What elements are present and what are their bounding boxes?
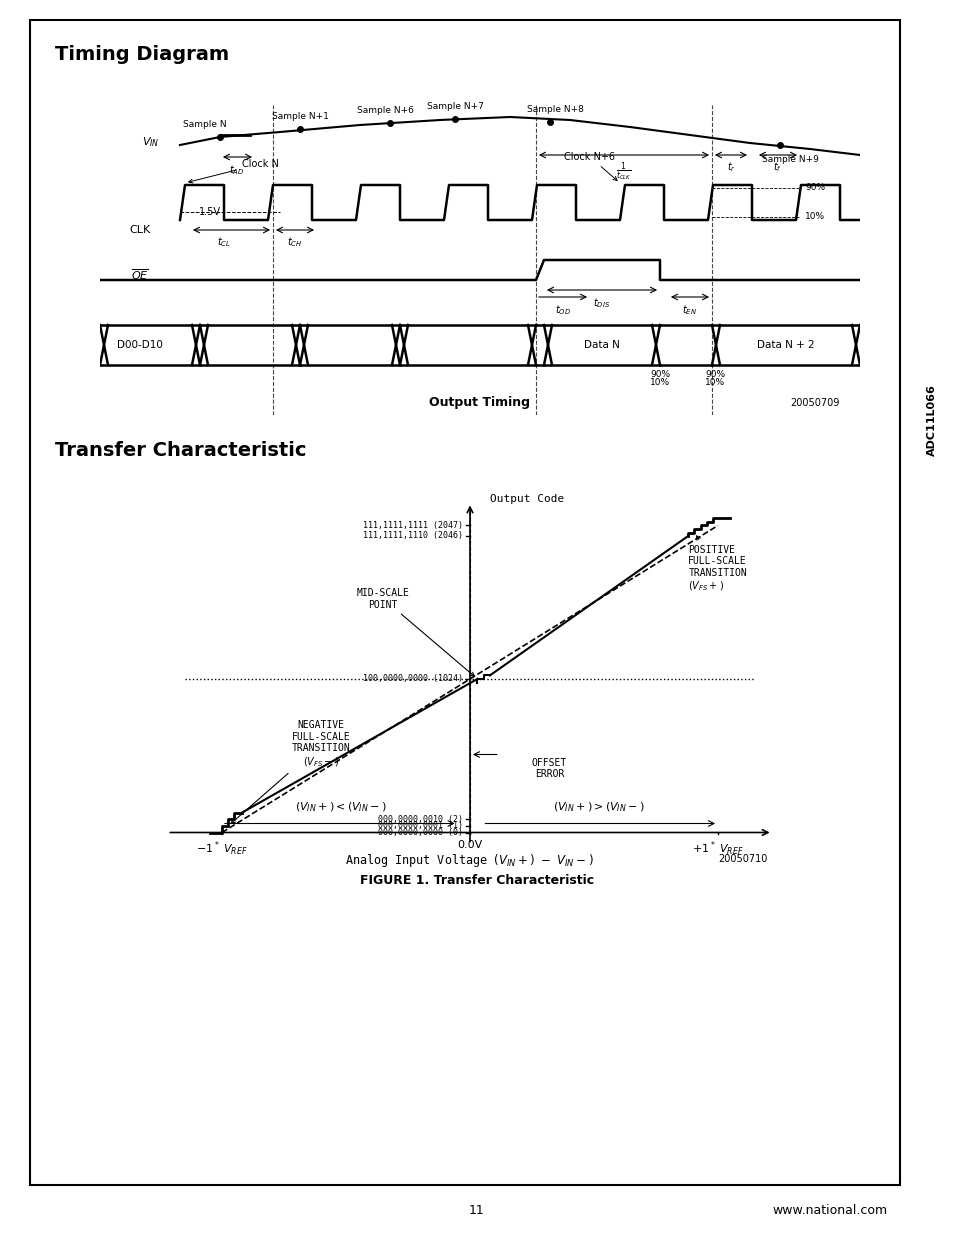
Text: $V_{IN}$: $V_{IN}$	[142, 135, 160, 149]
Text: OFFSET
ERROR: OFFSET ERROR	[531, 757, 566, 779]
Text: $(V_{IN}+) > (V_{IN}-)$: $(V_{IN}+) > (V_{IN}-)$	[553, 802, 644, 815]
Text: 10%: 10%	[804, 212, 824, 221]
Text: 000,0000,0001 (1): 000,0000,0001 (1)	[377, 821, 462, 830]
Text: Sample N+6: Sample N+6	[356, 106, 413, 115]
Text: NEGATIVE
FULL-SCALE
TRANSITION
$(V_{FS}-)$: NEGATIVE FULL-SCALE TRANSITION $(V_{FS}-…	[231, 720, 350, 824]
Text: $t_{OD}$: $t_{OD}$	[555, 303, 571, 317]
Text: Output Timing: Output Timing	[429, 396, 530, 410]
Text: 11: 11	[469, 1203, 484, 1216]
Text: $t_f$: $t_f$	[773, 161, 781, 174]
Text: Clock N: Clock N	[189, 159, 278, 183]
Text: 111,1111,1111 (2047): 111,1111,1111 (2047)	[362, 521, 462, 530]
Text: $\overline{OE}$: $\overline{OE}$	[131, 268, 149, 283]
Text: 000,0000,0000 (0): 000,0000,0000 (0)	[377, 827, 462, 837]
Text: 20050710: 20050710	[718, 853, 767, 863]
Text: Clock N+6: Clock N+6	[564, 152, 617, 180]
Text: $t_{CL}$: $t_{CL}$	[216, 235, 231, 248]
Text: Transfer Characteristic: Transfer Characteristic	[55, 441, 306, 459]
Text: CLK: CLK	[130, 225, 151, 235]
Text: Sample N: Sample N	[183, 120, 227, 128]
Text: Sample N+9: Sample N+9	[760, 156, 818, 164]
Text: $(V_{IN}+) < (V_{IN}-)$: $(V_{IN}+) < (V_{IN}-)$	[295, 802, 386, 815]
Text: FIGURE 1. Transfer Characteristic: FIGURE 1. Transfer Characteristic	[359, 873, 594, 887]
Text: $t_{CH}$: $t_{CH}$	[287, 235, 302, 248]
Text: 1.5V: 1.5V	[199, 207, 221, 217]
Text: Timing Diagram: Timing Diagram	[55, 46, 229, 64]
Text: Output Code: Output Code	[489, 494, 563, 505]
Text: 20050709: 20050709	[790, 398, 840, 408]
Text: 111,1111,1110 (2046): 111,1111,1110 (2046)	[362, 531, 462, 541]
Text: Sample N+8: Sample N+8	[526, 105, 583, 114]
Text: $-1^*\ V_{REF}$: $-1^*\ V_{REF}$	[196, 840, 248, 858]
Text: $t_{DIS}$: $t_{DIS}$	[593, 296, 610, 310]
Text: $t_{EN}$: $t_{EN}$	[681, 303, 697, 317]
Text: $\frac{1}{t_{CLK}}$: $\frac{1}{t_{CLK}}$	[616, 161, 631, 183]
Text: www.national.com: www.national.com	[772, 1203, 886, 1216]
Text: Analog Input Voltage $(V_{IN}+)\ -\ V_{IN}-$): Analog Input Voltage $(V_{IN}+)\ -\ V_{I…	[345, 852, 594, 869]
Text: Sample N+7: Sample N+7	[426, 103, 483, 111]
Text: $+1^*\ V_{REF}$: $+1^*\ V_{REF}$	[691, 840, 743, 858]
Text: 10%: 10%	[704, 378, 724, 387]
Text: 100,0000,0000 (1024): 100,0000,0000 (1024)	[362, 674, 462, 683]
Text: Sample N+1: Sample N+1	[272, 112, 328, 121]
Text: Data N + 2: Data N + 2	[757, 340, 814, 350]
Text: MID-SCALE
POINT: MID-SCALE POINT	[356, 588, 474, 677]
Text: POSITIVE
FULL-SCALE
TRANSITION
$(V_{FS}+)$: POSITIVE FULL-SCALE TRANSITION $(V_{FS}+…	[687, 536, 746, 593]
Text: 0.0V: 0.0V	[456, 840, 482, 850]
Text: 000,0000,0010 (2): 000,0000,0010 (2)	[377, 815, 462, 824]
Text: $t_r$: $t_r$	[726, 161, 735, 174]
Text: $t_{AD}$: $t_{AD}$	[229, 163, 244, 177]
Text: 90%: 90%	[704, 370, 724, 379]
Text: 90%: 90%	[649, 370, 669, 379]
Text: Data N: Data N	[583, 340, 619, 350]
Text: 10%: 10%	[649, 378, 669, 387]
Text: ADC11L066: ADC11L066	[926, 384, 936, 456]
Text: D00-D10: D00-D10	[117, 340, 163, 350]
Text: 90%: 90%	[804, 184, 824, 193]
